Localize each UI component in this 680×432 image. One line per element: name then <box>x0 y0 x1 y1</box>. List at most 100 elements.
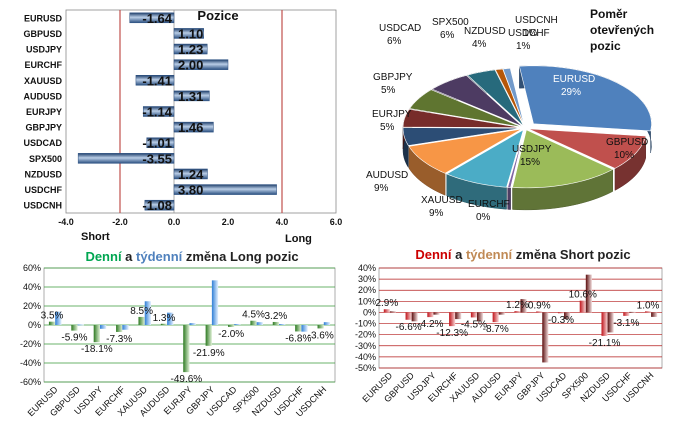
bar-gbpusd-series-1 <box>71 325 78 331</box>
y-tick-20: 20% <box>23 301 41 311</box>
value-label-eurchf: 2.00 <box>178 58 203 73</box>
y-tick-60: -60% <box>20 377 41 387</box>
pie-label-gbpjpy: GBPJPY <box>373 72 413 83</box>
pie-slice-spx500 <box>431 75 523 127</box>
category-label-gbpjpy: GBPJPY <box>25 123 62 133</box>
pie-slice-usdjpy <box>512 129 614 189</box>
y-tick-40: 40% <box>358 263 376 273</box>
bar-eurjpy <box>142 106 175 117</box>
bar-usdchf-series-2 <box>301 325 308 332</box>
bar-xauusd-series-1 <box>470 312 477 318</box>
data-label-audusd: -8.7% <box>483 324 509 335</box>
pie-slice-nzdusd <box>466 69 524 127</box>
bar-spx500-series-1 <box>250 320 257 325</box>
positions-chart: Pozice EURUSD -1.64 GBPUSD 1.10 USDJPY 1.23 EUR… <box>23 8 342 245</box>
bar-usdjpy-series-1 <box>93 325 100 343</box>
bar-eurusd <box>129 12 175 24</box>
y-tick-10: 10% <box>358 296 376 306</box>
value-label-eurjpy: -1.14 <box>142 105 172 120</box>
bar-usdchf <box>173 184 277 195</box>
bar-xauusd-series-2 <box>144 301 151 325</box>
pie-label-usdcad: USDCAD <box>379 23 421 34</box>
bar-eurjpy-series-1 <box>183 325 190 373</box>
bar-gbpusd-series-1 <box>405 312 412 320</box>
title-part-2: týdenní <box>466 247 513 262</box>
y-tick-40: 40% <box>23 282 41 292</box>
bar-audusd-series-1 <box>160 323 168 325</box>
bar-nzdusd-series-2 <box>607 312 614 333</box>
bar-audusd-series-2 <box>498 312 505 315</box>
y-tick-50: -50% <box>355 363 376 373</box>
category-label-eurusd: EURUSD <box>24 13 63 23</box>
bar-audusd-series-2 <box>167 312 174 325</box>
bar-xauusd-series-2 <box>476 312 484 322</box>
y-tick-40: -40% <box>355 352 376 362</box>
bar-spx500-series-1 <box>579 300 586 313</box>
bar-usdcnh-series-2 <box>651 312 658 317</box>
bar-gbpusd <box>173 28 204 39</box>
pie-percent-audusd: 9% <box>374 183 389 194</box>
plot-frame <box>378 267 663 369</box>
short-change-chart: Denní a týdenní změna Short pozic -50%-40… <box>355 247 663 405</box>
bar-usdcnh-series-2 <box>323 322 331 325</box>
pie-label-gbpusd: GBPUSD <box>606 137 648 148</box>
pie-percent-xauusd: 9% <box>429 208 444 219</box>
chart-title: Denní a týdenní změna Long pozic <box>85 249 298 264</box>
y-tick-30: -30% <box>355 341 376 351</box>
pie-slice-gbpjpy <box>402 108 522 128</box>
bar-nzdusd <box>173 168 208 180</box>
x-tick-4-0: -4.0 <box>58 217 74 227</box>
category-label-gbpusd: GBPUSD <box>23 29 62 39</box>
bar-nzdusd-series-1 <box>601 312 608 336</box>
data-label-eurchf: -12.3% <box>436 328 468 339</box>
value-label-spx500: -3.55 <box>142 151 172 166</box>
pie-slice-usdcad <box>409 89 522 128</box>
pie-percent-eurusd: 29% <box>561 87 581 98</box>
long-side-label: Long <box>285 233 312 245</box>
category-label-usdchf: USDCHF <box>25 185 63 195</box>
category-label-nzdusd: NZDUSD <box>25 169 63 179</box>
x-tick-2-0: -2.0 <box>112 217 128 227</box>
data-label-eurusd: 2.9% <box>375 298 398 309</box>
bar-usdcnh-series-1 <box>317 325 324 329</box>
pie-percent-usdcad: 6% <box>387 36 402 47</box>
bar-eurusd-series-1 <box>383 309 390 313</box>
pie-percent-usdchf: 1% <box>516 41 531 52</box>
bar-spx500 <box>77 153 175 164</box>
pie-label-eurjpy: EURJPY <box>372 109 412 120</box>
category-label-usdcnh: USDCNH <box>23 201 62 211</box>
value-label-eurusd: -1.64 <box>142 11 172 26</box>
bar-xauusd <box>135 75 175 86</box>
chart-title-line-2: otevřených <box>590 23 654 37</box>
category-label-usdjpy: USDJPY <box>26 45 62 55</box>
pie-label-usdchf: USDCHF <box>508 28 550 39</box>
data-label-usdcad: -2.0% <box>218 329 244 340</box>
value-label-nzdusd: 1.24 <box>178 167 204 182</box>
pie-percent-gbpusd: 10% <box>614 150 634 161</box>
data-label-spx500: 4.5% <box>242 310 265 321</box>
data-label-gbpjpy: -21.9% <box>193 348 225 359</box>
bar-eurusd-series-2 <box>389 311 396 313</box>
data-label-usdjpy: -18.1% <box>81 344 113 355</box>
pie-percent-usdcnh: 1% <box>523 28 538 39</box>
y-tick-0: 0% <box>28 320 41 330</box>
bar-gbpjpy-series-1 <box>205 325 212 346</box>
bar-usdjpy-series-1 <box>427 312 434 318</box>
value-label-usdcad: -1.01 <box>142 136 172 151</box>
data-label-eurchf: -7.3% <box>106 334 132 345</box>
bar-usdcad-series-2 <box>234 324 241 325</box>
y-tick-0: 0% <box>363 307 376 317</box>
bar-eurchf-series-1 <box>116 325 123 332</box>
bar-usdcad <box>146 137 175 148</box>
chart-title-line-1: Poměr <box>590 7 628 21</box>
title-part-3: změna Short pozic <box>512 247 630 262</box>
pie-percent-eurjpy: 5% <box>380 122 395 133</box>
bar-gbpjpy-series-1 <box>536 311 543 313</box>
value-label-usdchf: 3.80 <box>178 183 203 198</box>
bar-gbpjpy <box>173 121 214 133</box>
pie-slice-gbpusd <box>528 128 647 169</box>
y-tick-40: -40% <box>20 358 41 368</box>
pie-slice-eurusd <box>518 65 652 132</box>
data-label-nzdusd: 3.2% <box>265 311 288 322</box>
chart-title: Denní a týdenní změna Short pozic <box>415 247 630 262</box>
